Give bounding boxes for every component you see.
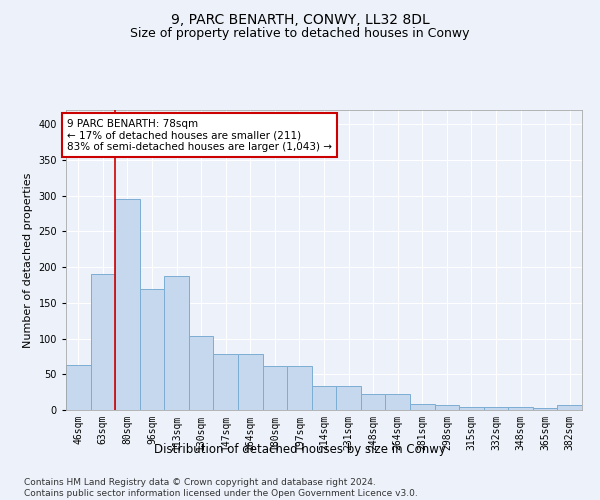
Bar: [459, 407, 484, 410]
Text: 9 PARC BENARTH: 78sqm
← 17% of detached houses are smaller (211)
83% of semi-det: 9 PARC BENARTH: 78sqm ← 17% of detached …: [67, 118, 332, 152]
Bar: [140, 288, 164, 410]
Bar: [214, 354, 238, 410]
Bar: [238, 354, 263, 410]
Text: Contains HM Land Registry data © Crown copyright and database right 2024.
Contai: Contains HM Land Registry data © Crown c…: [24, 478, 418, 498]
Text: Size of property relative to detached houses in Conwy: Size of property relative to detached ho…: [130, 28, 470, 40]
Bar: [533, 408, 557, 410]
Bar: [91, 274, 115, 410]
Bar: [434, 405, 459, 410]
Bar: [361, 394, 385, 410]
Bar: [508, 407, 533, 410]
Bar: [164, 276, 189, 410]
Bar: [263, 366, 287, 410]
Bar: [385, 394, 410, 410]
Bar: [484, 407, 508, 410]
Bar: [287, 366, 312, 410]
Bar: [115, 200, 140, 410]
Bar: [66, 365, 91, 410]
Text: Distribution of detached houses by size in Conwy: Distribution of detached houses by size …: [154, 442, 446, 456]
Bar: [557, 405, 582, 410]
Y-axis label: Number of detached properties: Number of detached properties: [23, 172, 33, 348]
Text: 9, PARC BENARTH, CONWY, LL32 8DL: 9, PARC BENARTH, CONWY, LL32 8DL: [170, 12, 430, 26]
Bar: [312, 386, 336, 410]
Bar: [336, 386, 361, 410]
Bar: [189, 336, 214, 410]
Bar: [410, 404, 434, 410]
